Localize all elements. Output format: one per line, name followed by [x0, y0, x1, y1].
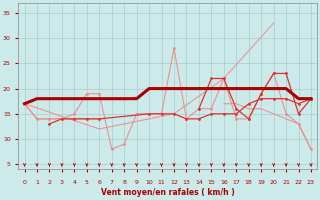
X-axis label: Vent moyen/en rafales ( km/h ): Vent moyen/en rafales ( km/h ) [101, 188, 235, 197]
